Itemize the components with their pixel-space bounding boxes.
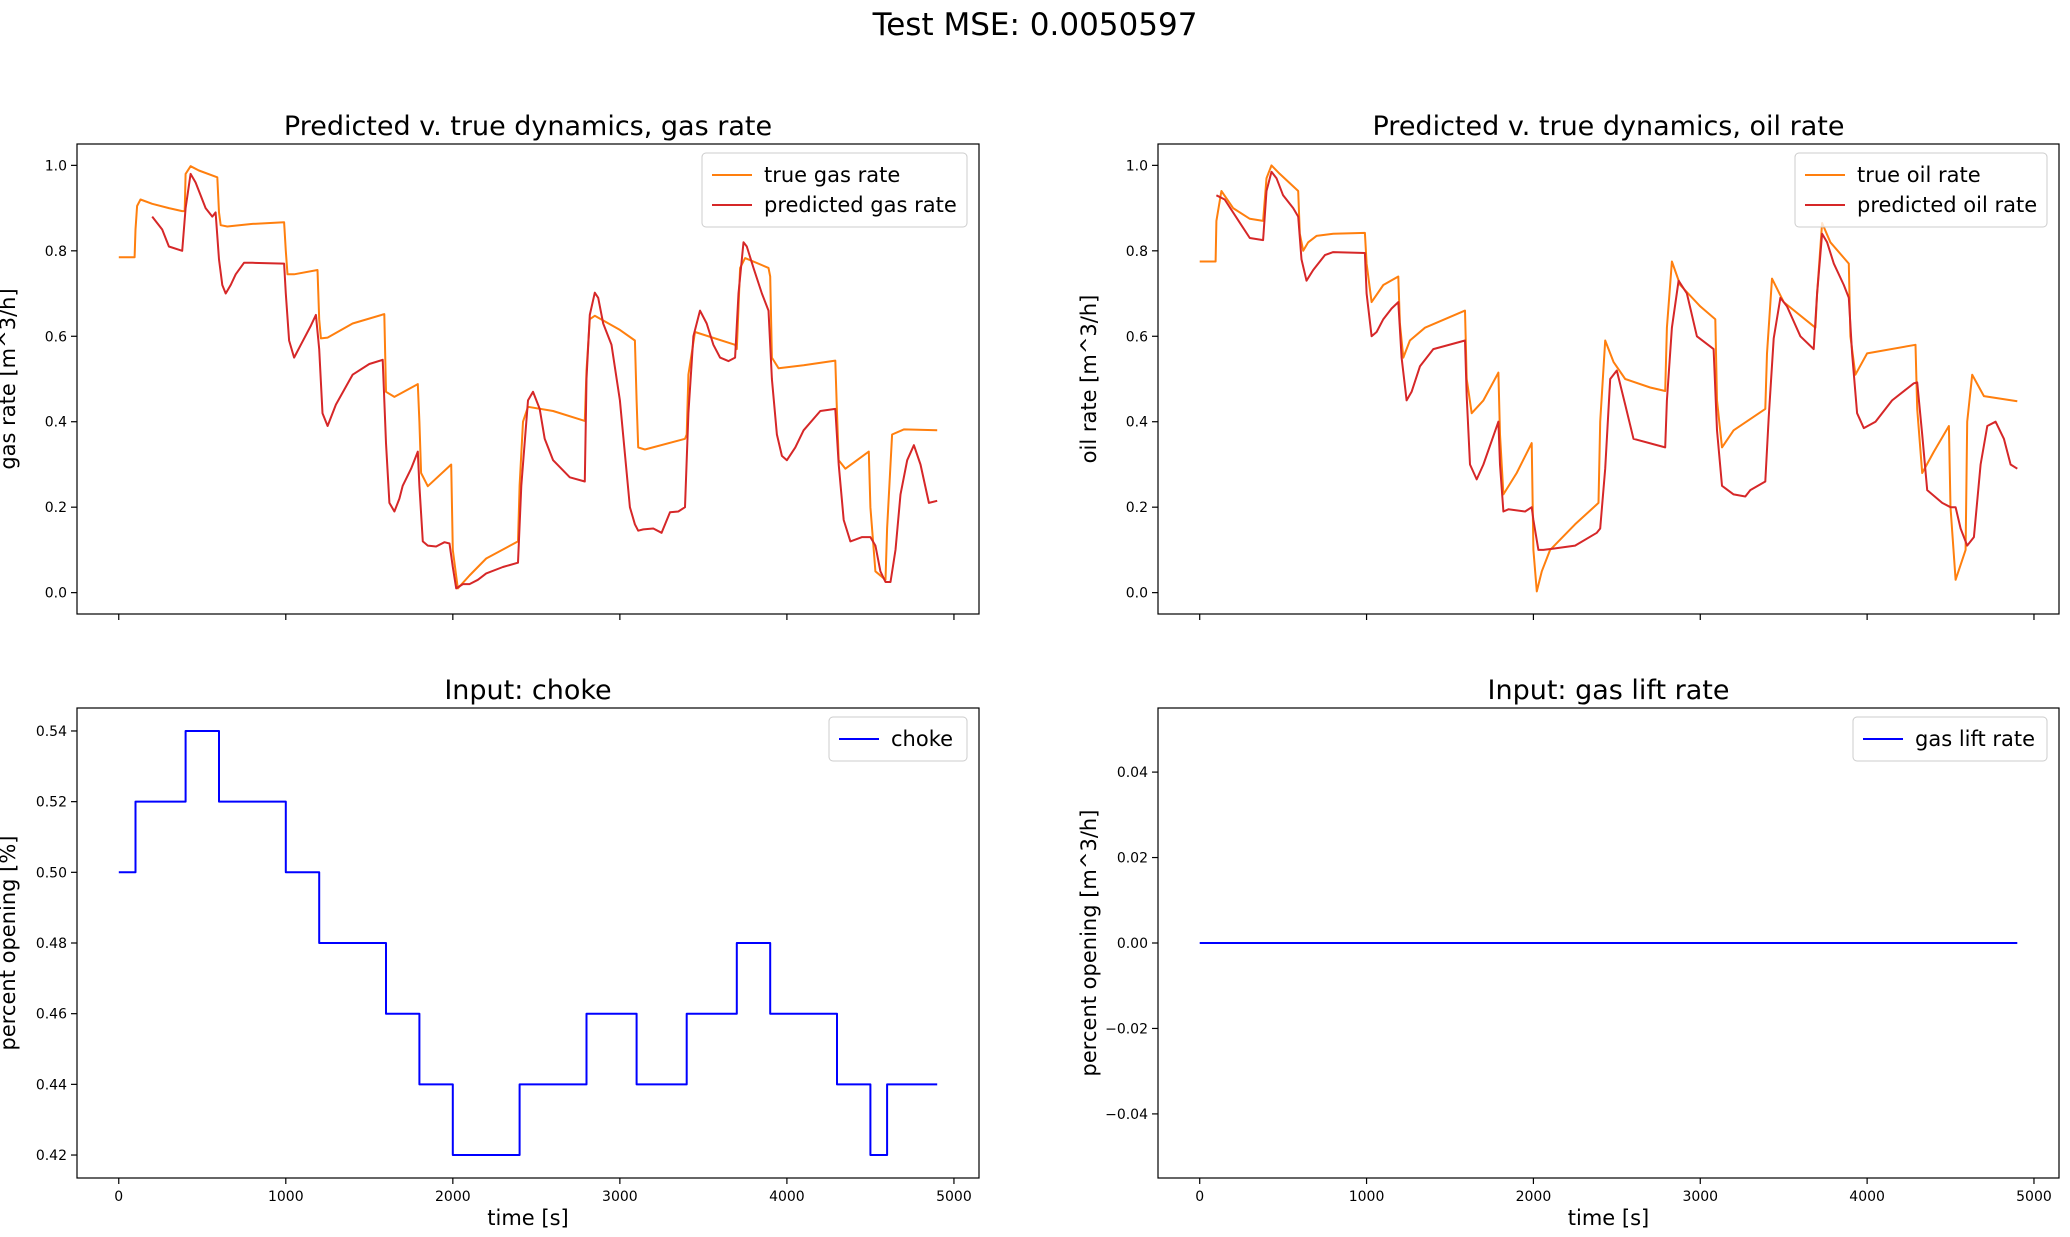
y-axis-label: gas rate [m^3/h] <box>0 288 20 469</box>
y-tick-label: 0.50 <box>36 865 67 881</box>
x-tick-label: 0 <box>114 1189 123 1205</box>
series-line-1 <box>1215 170 2018 551</box>
y-tick-label: 0.8 <box>1126 244 1148 260</box>
chart-gas-rate: Predicted v. true dynamics, gas rate gas … <box>0 111 980 620</box>
x-tick-label: 2000 <box>1516 1189 1552 1205</box>
y-axis-label: percent opening [m^3/h] <box>1077 810 1101 1077</box>
legend-label: true oil rate <box>1857 163 1981 187</box>
series-line-1 <box>151 172 938 590</box>
legend-label: predicted oil rate <box>1857 193 2037 217</box>
x-tick-label: 0 <box>1195 1189 1204 1205</box>
y-tick-label: −0.04 <box>1105 1107 1148 1123</box>
x-tick-label: 2000 <box>435 1189 471 1205</box>
y-axis-label: percent opening [%] <box>0 835 20 1050</box>
y-tick-label: 0.4 <box>45 415 67 431</box>
y-tick-label: 0.04 <box>1117 765 1148 781</box>
legend-box <box>828 716 968 762</box>
series-line-0 <box>118 730 938 1156</box>
y-axis-label: oil rate [m^3/h] <box>1077 295 1101 464</box>
legend-box <box>1794 152 2048 228</box>
y-tick-label: 0.52 <box>36 795 67 811</box>
y-tick-label: 0.2 <box>1126 500 1148 516</box>
legend-label: gas lift rate <box>1915 727 2035 751</box>
y-tick-label: −0.02 <box>1105 1021 1148 1037</box>
axes-frame <box>76 707 980 1179</box>
x-tick-label: 1000 <box>268 1189 304 1205</box>
figure-suptitle: Test MSE: 0.0050597 <box>872 7 1198 43</box>
x-tick-label: 3000 <box>602 1189 638 1205</box>
y-tick-label: 0.6 <box>1126 329 1148 345</box>
chart-oil-rate: Predicted v. true dynamics, oil rate oil … <box>1077 111 2060 620</box>
chart-choke: Input: choke percent opening [%] time [s] 0… <box>0 675 980 1230</box>
x-tick-label: 1000 <box>1349 1189 1385 1205</box>
series-line-0 <box>1199 164 2018 593</box>
axes-title: Predicted v. true dynamics, gas rate <box>284 111 772 142</box>
legend-box <box>701 152 968 228</box>
x-tick-label: 4000 <box>769 1189 805 1205</box>
axes-title: Input: choke <box>444 675 611 706</box>
chart-gas-lift-rate: Input: gas lift rate percent opening [m^3… <box>1077 675 2060 1230</box>
x-axis-label: time [s] <box>1568 1206 1649 1230</box>
y-tick-label: 0.46 <box>36 1007 67 1023</box>
legend-label: predicted gas rate <box>764 193 957 217</box>
legend-label: choke <box>891 727 953 751</box>
y-tick-label: 0.8 <box>45 244 67 260</box>
y-tick-label: 0.02 <box>1117 851 1148 867</box>
axes-title: Input: gas lift rate <box>1488 675 1730 706</box>
y-tick-label: 0.48 <box>36 936 67 952</box>
y-tick-label: 0.0 <box>1126 586 1148 602</box>
x-axis-label: time [s] <box>487 1206 568 1230</box>
x-tick-label: 5000 <box>2016 1189 2052 1205</box>
y-tick-label: 0.42 <box>36 1148 67 1164</box>
axes-title: Predicted v. true dynamics, oil rate <box>1373 111 1845 142</box>
y-tick-label: 0.00 <box>1117 936 1148 952</box>
y-tick-label: 1.0 <box>1126 158 1148 174</box>
x-tick-label: 5000 <box>936 1189 972 1205</box>
y-tick-label: 0.44 <box>36 1077 67 1093</box>
y-tick-label: 0.54 <box>36 724 67 740</box>
y-tick-label: 0.6 <box>45 329 67 345</box>
y-tick-label: 0.0 <box>45 586 67 602</box>
x-tick-label: 4000 <box>1849 1189 1885 1205</box>
legend-label: true gas rate <box>764 163 900 187</box>
x-tick-label: 3000 <box>1682 1189 1718 1205</box>
y-tick-label: 0.4 <box>1126 415 1148 431</box>
legend-box <box>1852 716 2048 762</box>
y-tick-label: 0.2 <box>45 500 67 516</box>
y-tick-label: 1.0 <box>45 158 67 174</box>
